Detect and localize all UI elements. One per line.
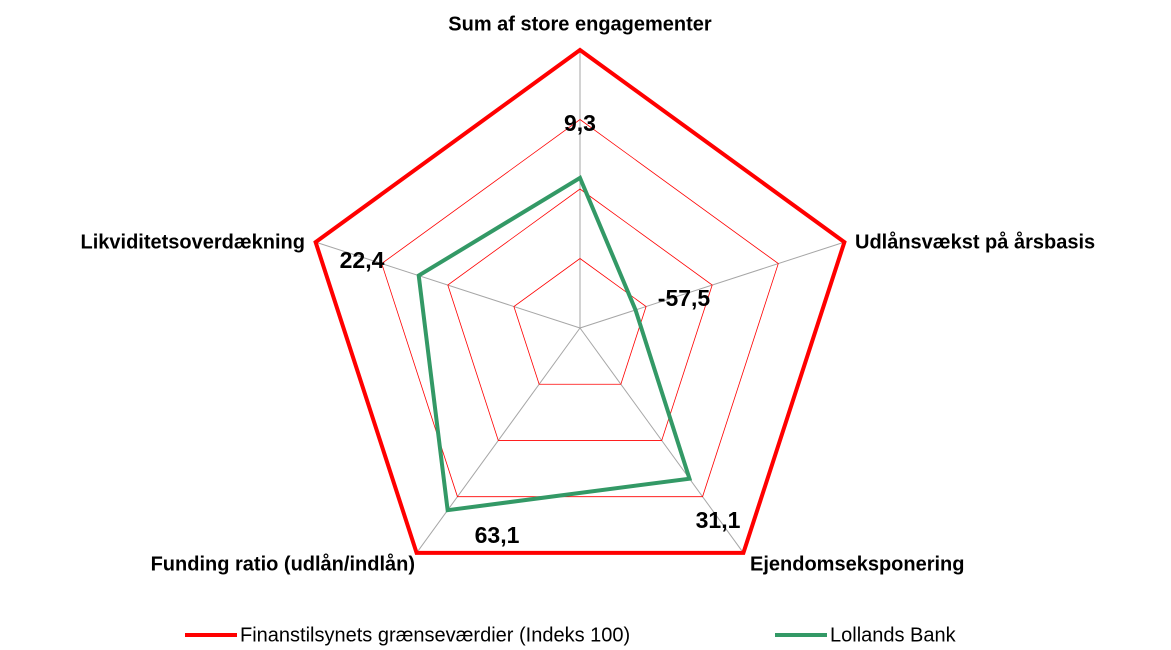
annotation: 22,4: [340, 247, 385, 273]
grid-ring: [447, 188, 713, 441]
series-line: [416, 174, 693, 513]
grid-ring: [381, 119, 779, 498]
grid-ring: [513, 258, 647, 385]
axis-label: Funding ratio (udlån/indlån): [151, 552, 415, 575]
series-line: [313, 47, 847, 555]
axis-label: Ejendomseksponering: [750, 553, 965, 575]
annotation: -57,5: [658, 285, 711, 311]
annotation: 31,1: [696, 507, 741, 533]
annotation: 63,1: [475, 522, 520, 548]
legend-label: Lollands Bank: [830, 624, 957, 646]
legend-label: Finanstilsynets grænseværdier (Indeks 10…: [240, 624, 630, 646]
axis-label: Udlånsvækst på årsbasis: [855, 230, 1095, 253]
annotation: 9,3: [564, 110, 596, 136]
axis-label: Likviditetsoverdækning: [81, 231, 306, 253]
axis-label: Sum af store engagementer: [448, 13, 712, 35]
